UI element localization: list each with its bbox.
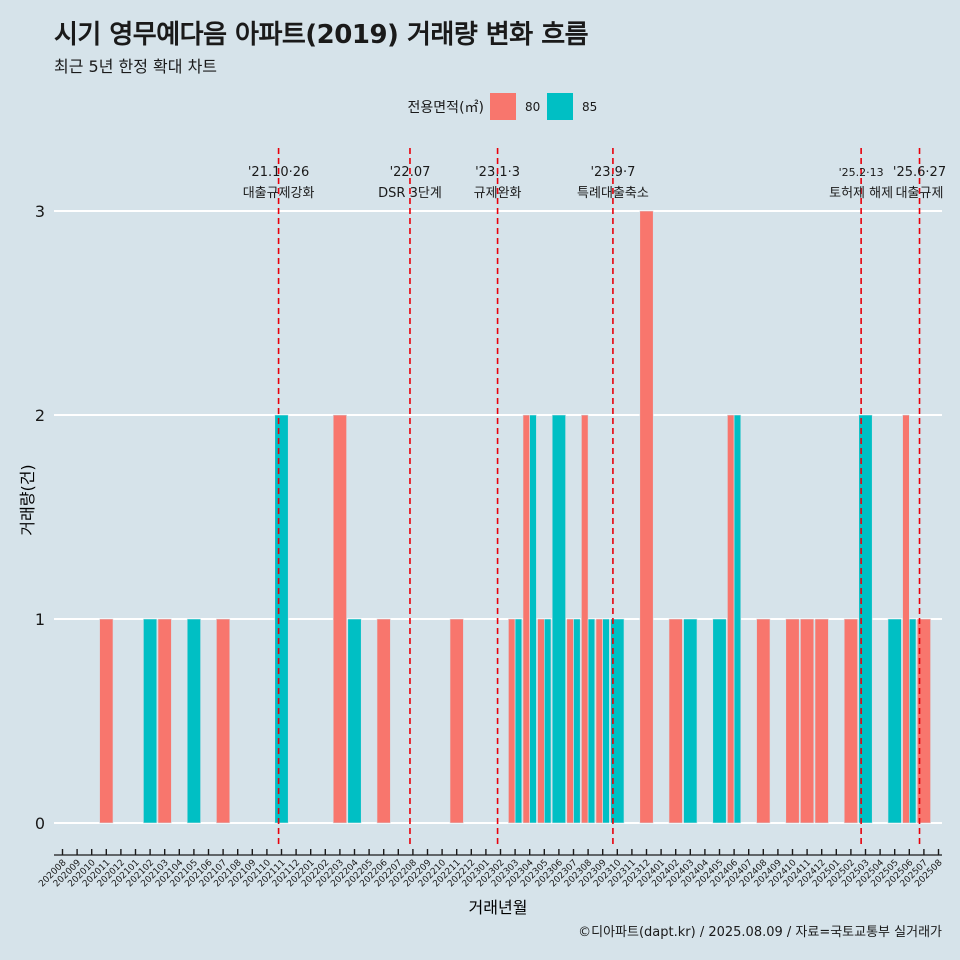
bar-202307-85 [573, 618, 581, 824]
event-text-label: DSR 3단계 [378, 186, 442, 201]
y-axis-title: 거래량(건) [18, 464, 37, 535]
legend-label-80: 80 [525, 100, 540, 114]
event-text-label: 규제완화 [474, 186, 522, 201]
bar-202309-80 [595, 618, 604, 824]
bar-202303-80 [508, 618, 516, 824]
bar-202506-80 [902, 414, 910, 824]
bar-202309-85 [602, 618, 610, 824]
event-text-label: 대출규제 [896, 186, 944, 201]
bar-202312-80 [639, 210, 654, 824]
bar-202305-85 [543, 618, 552, 824]
bar-202405-85 [712, 618, 727, 824]
y-tick-label: 0 [35, 814, 45, 833]
bar-202011-80 [99, 618, 114, 824]
bar-202308-85 [587, 618, 596, 824]
event-lines: '21.10·26 대출규제강화 '22.07 DSR 3단계 '23.1·3 규제완화 '… [243, 148, 946, 846]
event-text-label: 대출규제강화 [243, 186, 315, 201]
bar-202303-85 [514, 618, 523, 824]
bar-202310-85 [610, 618, 625, 824]
y-tick-label: 3 [35, 202, 45, 221]
bar-202206-80 [376, 618, 391, 824]
event-date-label: '21.10·26 [248, 165, 309, 180]
bar-202402-80 [668, 618, 683, 824]
bar-202306-85 [551, 414, 566, 824]
x-axis-title: 거래년월 [469, 898, 528, 917]
legend-label-85: 85 [582, 100, 597, 114]
chart-title: 시기 영무예다음 아파트(2019) 거래량 변화 흐름 [54, 20, 589, 50]
legend-swatch-85 [547, 93, 573, 120]
bar-202507-80 [916, 618, 931, 824]
bar-202308-80 [581, 414, 589, 824]
bar-202103-80 [157, 618, 172, 824]
bar-202403-85 [683, 618, 698, 824]
legend: 전용면적(㎡) 80 85 [408, 93, 597, 120]
bar-202111-85 [274, 414, 289, 824]
bar-202502-80 [843, 618, 858, 824]
y-axis: 0 1 2 3 [35, 202, 45, 833]
event-date-label: '23.1·3 [475, 165, 520, 180]
event-date-label: '23.9·7 [590, 165, 635, 180]
chart-subtitle: 최근 5년 한정 확대 차트 [54, 57, 218, 76]
source-caption: ©디아파트(dapt.kr) / 2025.08.09 / 자료=국토교통부 실… [578, 925, 942, 940]
y-tick-label: 1 [35, 610, 45, 629]
bar-202305-80 [537, 618, 545, 824]
bar-202102-85 [143, 618, 158, 824]
bars [99, 210, 931, 824]
bar-202505-85 [887, 618, 902, 824]
legend-title: 전용면적(㎡) [408, 100, 484, 116]
legend-swatch-80 [490, 93, 516, 120]
bar-202406-85 [733, 414, 742, 824]
event-date-label: '25.6·27 [893, 165, 946, 180]
bar-202304-80 [522, 414, 531, 824]
bar-202412-80 [814, 618, 829, 824]
event-text-label: 토허제 해제 [829, 186, 893, 201]
bar-202307-80 [566, 618, 574, 824]
x-axis: 2020082020092020102020112020122021012021… [37, 849, 945, 889]
bar-202406-80 [727, 414, 735, 824]
bar-202107-80 [216, 618, 231, 824]
y-tick-label: 2 [35, 406, 45, 425]
event-date-label: '25.2·13 [839, 166, 884, 179]
bar-202506-85 [908, 618, 917, 824]
event-text-label: 특례대출축소 [577, 186, 649, 201]
bar-202408-80 [756, 618, 771, 824]
bar-202211-80 [449, 618, 464, 824]
bar-202411-80 [800, 618, 815, 824]
bar-202304-85 [529, 414, 537, 824]
bar-202105-85 [186, 618, 201, 824]
event-date-label: '22.07 [390, 165, 431, 180]
bar-202204-85 [347, 618, 362, 824]
bar-202203-80 [332, 414, 347, 824]
bar-202410-80 [785, 618, 800, 824]
bar-202503-85 [858, 414, 873, 824]
